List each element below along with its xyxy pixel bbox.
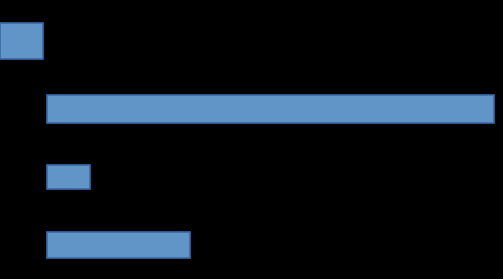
Bar bbox=[47, 165, 90, 189]
Bar bbox=[47, 232, 190, 258]
Bar bbox=[0, 23, 43, 59]
Bar bbox=[47, 95, 493, 123]
